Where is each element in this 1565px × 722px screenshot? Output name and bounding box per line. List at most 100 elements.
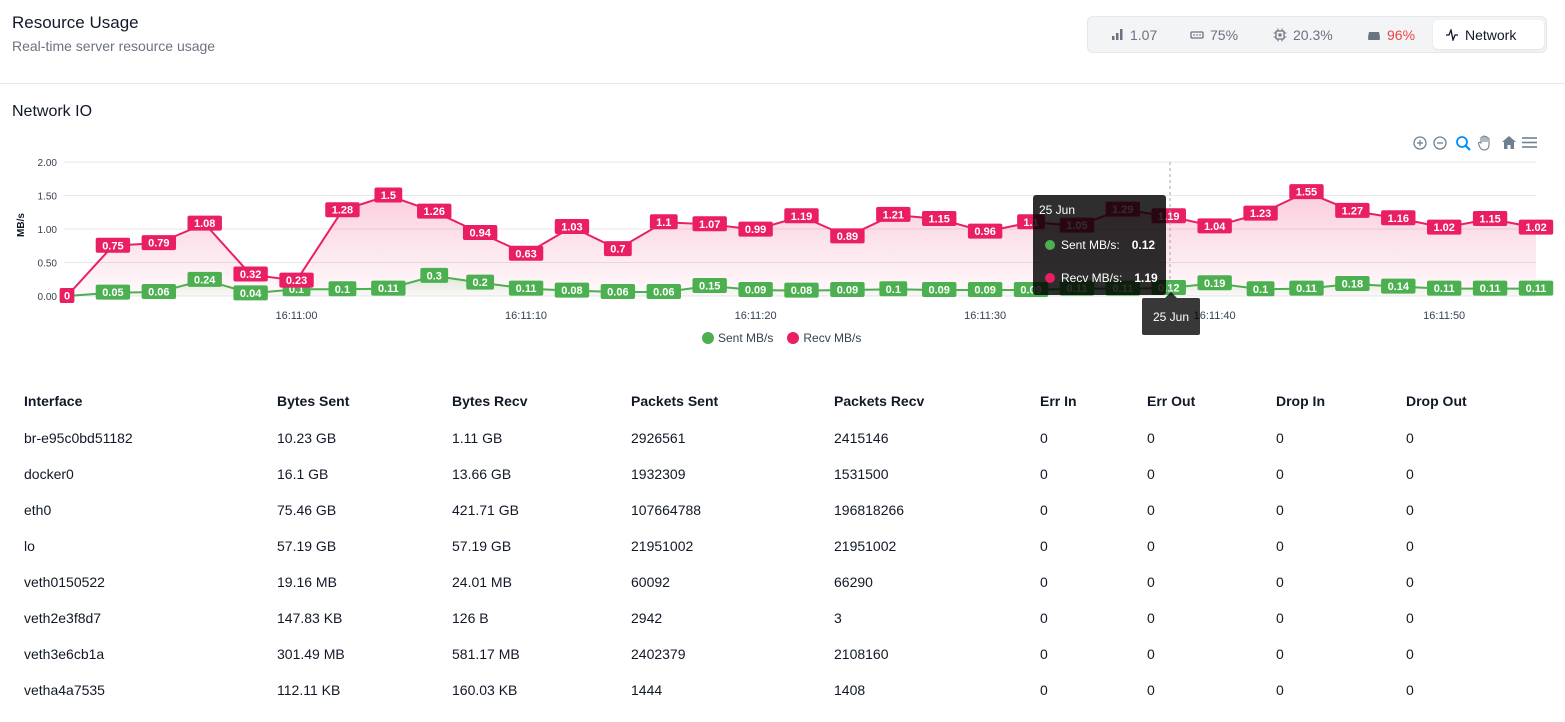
table-row: br-e95c0bd51182 10.23 GB 1.11 GB 2926561 241… <box>12 420 1524 456</box>
x-axis-tooltip: 25 Jun <box>1142 292 1200 335</box>
sent-data-label: 0.15 <box>699 280 720 292</box>
cell-bytes-sent: 301.49 MB <box>277 646 345 662</box>
pan-hand-icon[interactable] <box>1477 134 1495 152</box>
tab-cpu[interactable]: 20.3% <box>1273 20 1333 49</box>
sent-data-label: 0.04 <box>240 288 262 300</box>
cell-interface: lo <box>24 538 35 554</box>
cell-drop-out: 0 <box>1406 502 1414 518</box>
tab-network-label: Network <box>1465 26 1517 43</box>
cell-err-out: 0 <box>1147 430 1155 446</box>
recv-data-label-bg <box>649 214 678 230</box>
sent-data-label: 0.19 <box>1204 278 1225 290</box>
home-icon[interactable] <box>1501 134 1519 152</box>
cell-packets-sent: 2926561 <box>631 430 686 446</box>
sent-data-label-bg <box>1472 280 1508 296</box>
recv-data-label-bg <box>508 245 544 261</box>
table-row: docker0 16.1 GB 13.66 GB 1932309 1531500 0 0 0 0 <box>12 456 1524 492</box>
sent-data-label-bg <box>554 282 590 298</box>
bar-chart-icon <box>1110 28 1124 42</box>
menu-icon[interactable] <box>1521 134 1539 152</box>
cell-err-in: 0 <box>1040 430 1048 446</box>
col-err-in: Err In <box>1040 393 1077 409</box>
sent-data-label-bg <box>692 277 727 293</box>
recv-data-label-bg <box>830 228 865 244</box>
chart-tooltip: 25 Jun Sent MB/s: 0.12 Recv MB/s: 1.19 <box>1033 195 1166 295</box>
tab-network[interactable]: Network <box>1433 20 1544 49</box>
recv-data-label: 1.19 <box>791 211 812 223</box>
cell-bytes-recv: 160.03 KB <box>452 682 518 698</box>
recv-data-label: 1.15 <box>1479 213 1500 225</box>
cell-interface: vetha4a7535 <box>24 682 105 698</box>
cell-packets-sent: 2402379 <box>631 646 686 662</box>
sent-data-label: 0.09 <box>745 284 766 296</box>
sent-data-label-bg <box>1246 281 1275 297</box>
legend-label-recv: Recv MB/s <box>803 331 862 345</box>
x-tick-label: 16:11:30 <box>964 310 1006 322</box>
recv-data-label: 0.89 <box>837 231 858 243</box>
zoom-in-icon[interactable] <box>1412 134 1430 152</box>
sent-data-label-bg <box>1335 275 1370 291</box>
col-drop-out: Drop Out <box>1406 393 1467 409</box>
cell-drop-in: 0 <box>1276 430 1284 446</box>
cell-interface: veth3e6cb1a <box>24 646 105 662</box>
recv-data-label: 1.28 <box>332 205 353 217</box>
activity-icon <box>1445 28 1459 42</box>
col-bytes-recv: Bytes Recv <box>452 393 528 409</box>
tab-memory[interactable]: 75% <box>1190 20 1238 49</box>
cell-drop-in: 0 <box>1276 646 1284 662</box>
cpu-icon <box>1273 28 1287 42</box>
sent-data-label-bg <box>784 282 819 298</box>
legend-dot-recv <box>787 332 800 344</box>
sent-data-label: 0.3 <box>427 270 442 282</box>
sent-data-label-bg <box>1518 280 1554 296</box>
cell-interface: veth0150522 <box>24 574 105 590</box>
cell-packets-sent: 60092 <box>631 574 670 590</box>
recv-data-label: 0.79 <box>148 238 169 250</box>
tab-disk[interactable]: 96% <box>1367 20 1415 49</box>
recv-data-label-bg <box>1472 210 1508 226</box>
tab-load[interactable]: 1.07 <box>1110 20 1157 49</box>
recv-data-label-bg <box>1335 202 1370 218</box>
sent-data-label-bg <box>967 281 1003 297</box>
recv-data-label: 1.5 <box>381 190 396 202</box>
recv-data-label: 0.99 <box>745 224 766 236</box>
tooltip-value-recv: 1.19 <box>1134 271 1158 285</box>
cell-interface: veth2e3f8d7 <box>24 610 102 626</box>
cell-bytes-sent: 10.23 GB <box>277 430 337 446</box>
recv-data-label-bg <box>603 241 632 257</box>
col-packets-sent: Packets Sent <box>631 393 719 409</box>
recv-data-label-bg <box>279 272 314 288</box>
cell-drop-out: 0 <box>1406 574 1414 590</box>
cell-interface: eth0 <box>24 502 52 518</box>
chart-legend: Sent MB/s Recv MB/s <box>702 331 861 345</box>
sent-data-label-bg <box>187 271 222 287</box>
sent-data-label: 0.05 <box>102 287 123 299</box>
cell-packets-recv: 3 <box>834 610 842 626</box>
cell-drop-in: 0 <box>1276 538 1284 554</box>
legend-label-sent: Sent MB/s <box>718 331 774 345</box>
zoom-out-icon[interactable] <box>1432 134 1450 152</box>
cell-err-out: 0 <box>1147 646 1155 662</box>
cell-bytes-recv: 581.17 MB <box>452 646 520 662</box>
sent-data-label: 0.06 <box>148 286 169 298</box>
zoom-selection-icon[interactable] <box>1455 134 1473 152</box>
cell-err-in: 0 <box>1040 610 1048 626</box>
section-title: Network IO <box>12 103 93 120</box>
legend-item-recv[interactable]: Recv MB/s <box>787 331 861 345</box>
y-tick-label: 0.00 <box>38 292 58 303</box>
sent-data-label-bg <box>1426 280 1462 296</box>
recv-data-label-bg <box>738 221 773 237</box>
recv-data-label-bg <box>876 206 911 222</box>
recv-data-label: 1.21 <box>883 209 904 221</box>
legend-item-sent[interactable]: Sent MB/s <box>702 331 773 345</box>
table-row: eth0 75.46 GB 421.71 GB 107664788 196818266 0… <box>12 492 1524 528</box>
network-io-chart[interactable]: 0 0.05 0.06 0.24 0.04 0.1 0.1 0.11 0.3 0.2 0.11 0.0… <box>0 150 1565 350</box>
tooltip-dot-recv <box>1045 273 1055 283</box>
sent-data-label-bg <box>646 283 681 299</box>
sent-data-label-bg <box>1197 275 1232 291</box>
cell-packets-recv: 21951002 <box>834 538 897 554</box>
cell-err-out: 0 <box>1147 610 1155 626</box>
sent-data-label: 0.1 <box>335 284 350 296</box>
cell-bytes-recv: 1.11 GB <box>452 430 503 446</box>
legend-dot-sent <box>702 332 714 344</box>
